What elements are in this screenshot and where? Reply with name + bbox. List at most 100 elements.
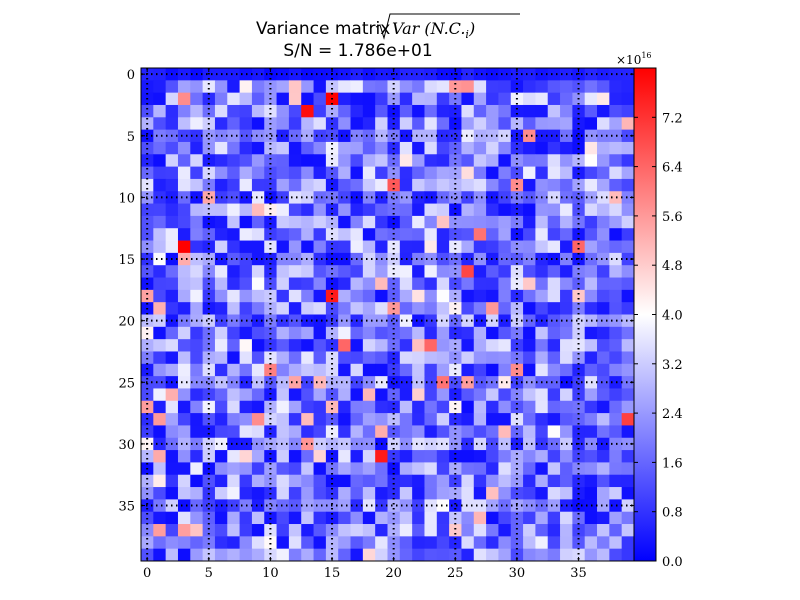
heatmap-cell bbox=[461, 425, 475, 439]
heatmap-cell bbox=[560, 487, 573, 500]
heatmap-cell bbox=[498, 215, 512, 229]
chart-title-prefix: Variance matrix bbox=[256, 19, 390, 39]
x-axis-ticks: 0 5 10 15 20 25 30 35 bbox=[143, 68, 587, 581]
heatmap-cell bbox=[288, 228, 302, 241]
heatmap-cell bbox=[301, 252, 314, 266]
heatmap-cell bbox=[338, 363, 351, 377]
heatmap-cell bbox=[276, 252, 290, 266]
heatmap-cell bbox=[227, 400, 240, 414]
heatmap-cell bbox=[609, 400, 623, 414]
heatmap-cell bbox=[288, 450, 302, 463]
heatmap-cell bbox=[547, 511, 561, 525]
heatmap-cell bbox=[535, 363, 549, 377]
heatmap-cell bbox=[498, 92, 512, 106]
heatmap-cell bbox=[338, 104, 351, 118]
heatmap-cell bbox=[227, 141, 240, 155]
colorbar-ticks: 0.0 0.8 1.6 2.4 3.2 4.0 4.8 5.6 6.4 7.2 bbox=[634, 111, 683, 570]
heatmap-cell bbox=[547, 326, 561, 340]
heatmap-cell bbox=[535, 289, 549, 303]
heatmap-cell bbox=[325, 388, 339, 402]
heatmap-cell bbox=[572, 289, 586, 303]
heatmap-cell bbox=[560, 228, 573, 241]
heatmap-cell bbox=[424, 499, 438, 513]
heatmap-cell bbox=[214, 166, 228, 180]
heatmap-cell bbox=[375, 166, 388, 180]
heatmap-cell bbox=[350, 228, 364, 241]
heatmap-cell bbox=[251, 80, 265, 94]
heatmap-cell bbox=[399, 326, 413, 340]
heatmap-cell bbox=[498, 425, 512, 439]
heatmap-cell bbox=[301, 450, 314, 463]
heatmap-cell bbox=[412, 277, 425, 291]
heatmap-cell bbox=[251, 339, 265, 352]
heatmap-cell bbox=[239, 339, 253, 352]
heatmap-cell bbox=[350, 339, 364, 352]
heatmap-cell bbox=[510, 80, 524, 94]
heatmap-cell bbox=[597, 252, 610, 266]
y-tick-label: 5 bbox=[127, 130, 135, 145]
heatmap-cell bbox=[535, 524, 549, 537]
heatmap-cell bbox=[535, 536, 549, 550]
heatmap-cell bbox=[412, 252, 425, 266]
heatmap-cell bbox=[399, 462, 413, 476]
heatmap-cell bbox=[436, 289, 450, 303]
heatmap-cell bbox=[523, 265, 536, 278]
heatmap-cell bbox=[424, 326, 438, 340]
heatmap-cell bbox=[473, 265, 487, 278]
heatmap-cell bbox=[609, 203, 623, 217]
heatmap-cell bbox=[350, 351, 364, 365]
heatmap-cell bbox=[424, 437, 438, 451]
heatmap-cell bbox=[473, 400, 487, 414]
heatmap-cell bbox=[597, 191, 610, 204]
heatmap-cell bbox=[276, 80, 290, 94]
heatmap-cell bbox=[486, 511, 499, 525]
x-tick-label: 25 bbox=[447, 566, 464, 581]
heatmap-cell bbox=[202, 548, 216, 562]
heatmap-cell bbox=[251, 425, 265, 439]
heatmap-cell bbox=[584, 413, 598, 426]
heatmap-cell bbox=[177, 117, 191, 131]
heatmap-cell bbox=[202, 450, 216, 463]
heatmap-cell bbox=[214, 215, 228, 229]
heatmap-cell bbox=[313, 511, 327, 525]
heatmap-cell bbox=[362, 302, 376, 315]
heatmap-cell bbox=[375, 413, 388, 426]
heatmap-cell bbox=[535, 400, 549, 414]
heatmap-cell bbox=[239, 80, 253, 94]
heatmap-cell bbox=[338, 166, 351, 180]
heatmap-cell bbox=[338, 203, 351, 217]
heatmap-cell bbox=[190, 388, 204, 402]
heatmap-cell bbox=[264, 191, 277, 204]
heatmap-cell bbox=[412, 117, 425, 131]
heatmap-cell bbox=[288, 265, 302, 278]
y-tick-label: 15 bbox=[118, 253, 135, 268]
heatmap-cell bbox=[350, 487, 364, 500]
colorbar-tick-label: 7.2 bbox=[662, 111, 683, 126]
heatmap-cell bbox=[584, 240, 598, 254]
heatmap-cell bbox=[449, 474, 462, 488]
heatmap-cell bbox=[177, 141, 191, 155]
heatmap-cell bbox=[264, 289, 277, 303]
heatmap-cell bbox=[473, 104, 487, 118]
heatmap-cell bbox=[449, 191, 462, 204]
chart-title-math-close: ) bbox=[468, 19, 475, 38]
heatmap-cell bbox=[313, 265, 327, 278]
heatmap-cell bbox=[153, 314, 167, 328]
heatmap-cell bbox=[473, 129, 487, 143]
heatmap-cell bbox=[399, 215, 413, 229]
heatmap-cell bbox=[202, 265, 216, 278]
heatmap-cell bbox=[338, 265, 351, 278]
heatmap-cell bbox=[153, 203, 167, 217]
heatmap-cell bbox=[560, 154, 573, 167]
heatmap-cell bbox=[338, 240, 351, 254]
heatmap-cell bbox=[560, 289, 573, 303]
heatmap-cell bbox=[362, 68, 376, 81]
heatmap-cell bbox=[498, 326, 512, 340]
y-tick-label: 0 bbox=[127, 68, 135, 83]
heatmap-cell bbox=[621, 536, 635, 550]
heatmap-cell bbox=[177, 536, 191, 550]
heatmap-cell bbox=[276, 450, 290, 463]
heatmap-cell bbox=[338, 499, 351, 513]
heatmap-cell bbox=[325, 474, 339, 488]
heatmap-cell bbox=[621, 376, 635, 389]
